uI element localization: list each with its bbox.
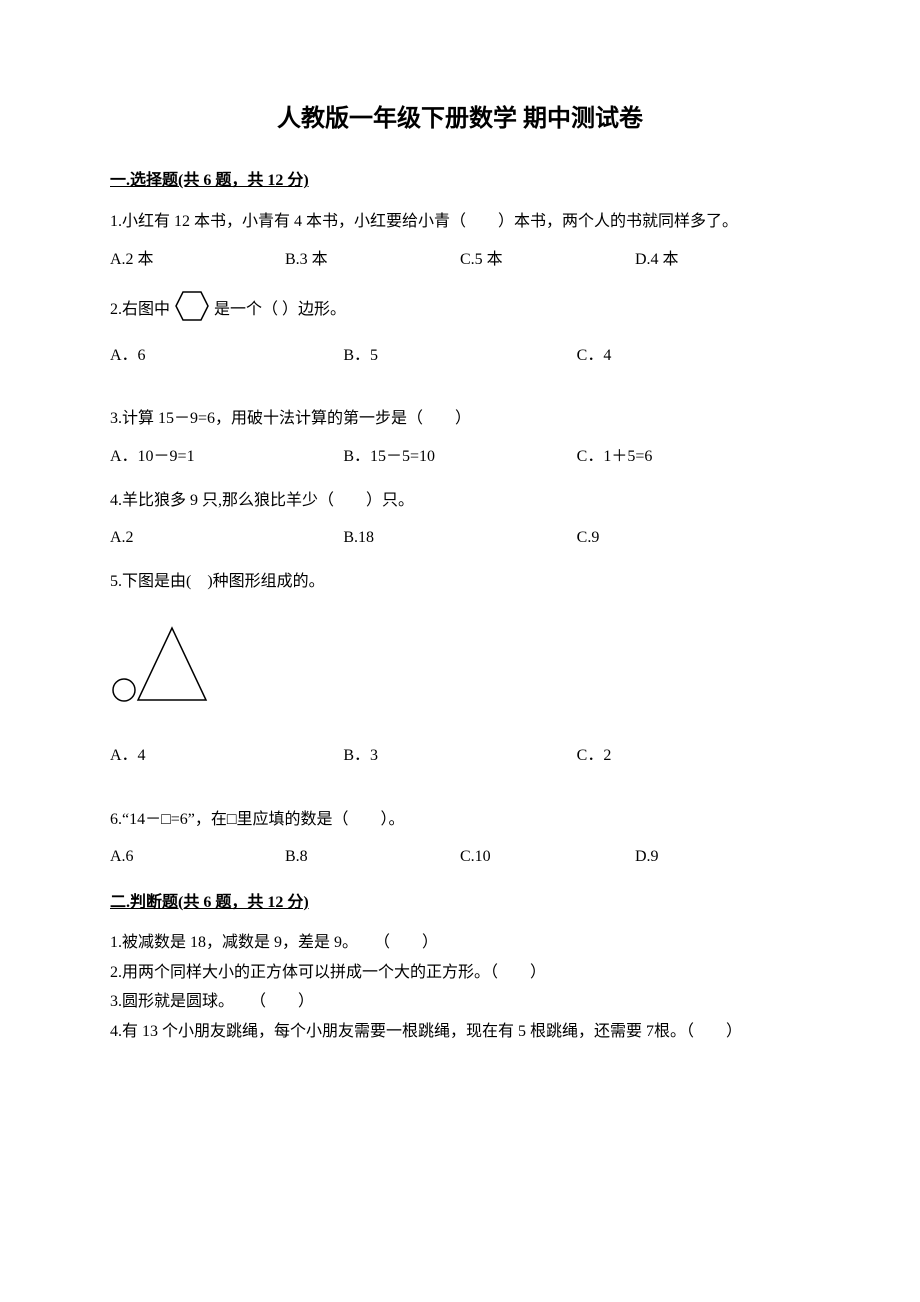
q6-option-a: A.6: [110, 844, 285, 870]
judgment-4: 4.有 13 个小朋友跳绳，每个小朋友需要一根跳绳，现在有 5 根跳绳，还需要 …: [110, 1019, 810, 1045]
question-2: 2.右图中 是一个（ ）边形。 A．6 B．5 C．4: [110, 290, 810, 368]
circle-shape: [113, 679, 135, 701]
q3-option-b: B．15－5=10: [343, 444, 576, 470]
question-1-options: A.2 本 B.3 本 C.5 本 D.4 本: [110, 247, 810, 273]
question-5-options: A．4 B．3 C．2: [110, 743, 810, 769]
q6-option-d: D.9: [635, 844, 810, 870]
q1-option-d: D.4 本: [635, 247, 810, 273]
question-3: 3.计算 15－9=6，用破十法计算的第一步是（ ） A．10－9=1 B．15…: [110, 406, 810, 469]
question-1-text: 1.小红有 12 本书，小青有 4 本书，小红要给小青（ ）本书，两个人的书就同…: [110, 209, 810, 235]
q3-option-c: C．1＋5=6: [577, 444, 810, 470]
judgment-3: 3.圆形就是圆球。 （ ）: [110, 989, 810, 1015]
q2-option-b: B．5: [343, 343, 576, 369]
question-4-text: 4.羊比狼多 9 只,那么狼比羊少（ ）只。: [110, 488, 810, 514]
question-2-text: 2.右图中 是一个（ ）边形。: [110, 290, 810, 331]
q4-option-a: A.2: [110, 525, 343, 551]
question-6: 6.“14－□=6”，在□里应填的数是（ ）。 A.6 B.8 C.10 D.9: [110, 807, 810, 870]
q1-option-c: C.5 本: [460, 247, 635, 273]
section-2-header: 二.判断题(共 6 题，共 12 分): [110, 890, 810, 916]
q4-option-c: C.9: [577, 525, 810, 551]
question-1: 1.小红有 12 本书，小青有 4 本书，小红要给小青（ ）本书，两个人的书就同…: [110, 209, 810, 272]
triangle-shape: [138, 628, 206, 700]
section-1-header: 一.选择题(共 6 题，共 12 分): [110, 168, 810, 194]
q6-option-b: B.8: [285, 844, 460, 870]
hexagon-icon: [174, 290, 210, 331]
shapes-figure: [110, 624, 810, 713]
q2-text-after: 是一个（ ）边形。: [214, 301, 346, 318]
question-2-options: A．6 B．5 C．4: [110, 343, 810, 369]
q6-option-c: C.10: [460, 844, 635, 870]
exam-title: 人教版一年级下册数学 期中测试卷: [110, 100, 810, 138]
question-5: 5.下图是由( )种图形组成的。 A．4 B．3 C．2: [110, 569, 810, 769]
q5-option-b: B．3: [343, 743, 576, 769]
question-6-options: A.6 B.8 C.10 D.9: [110, 844, 810, 870]
question-3-text: 3.计算 15－9=6，用破十法计算的第一步是（ ）: [110, 406, 810, 432]
judgment-2: 2.用两个同样大小的正方体可以拼成一个大的正方形。（ ）: [110, 960, 810, 986]
question-4: 4.羊比狼多 9 只,那么狼比羊少（ ）只。 A.2 B.18 C.9: [110, 488, 810, 551]
q2-option-c: C．4: [577, 343, 810, 369]
question-6-text: 6.“14－□=6”，在□里应填的数是（ ）。: [110, 807, 810, 833]
question-3-options: A．10－9=1 B．15－5=10 C．1＋5=6: [110, 444, 810, 470]
q2-text-before: 2.右图中: [110, 301, 170, 318]
q5-option-c: C．2: [577, 743, 810, 769]
q2-option-a: A．6: [110, 343, 343, 369]
question-5-text: 5.下图是由( )种图形组成的。: [110, 569, 810, 595]
question-4-options: A.2 B.18 C.9: [110, 525, 810, 551]
q4-option-b: B.18: [343, 525, 576, 551]
q1-option-a: A.2 本: [110, 247, 285, 273]
q1-option-b: B.3 本: [285, 247, 460, 273]
q5-option-a: A．4: [110, 743, 343, 769]
q3-option-a: A．10－9=1: [110, 444, 343, 470]
judgment-1: 1.被减数是 18，减数是 9，差是 9。 （ ）: [110, 930, 810, 956]
